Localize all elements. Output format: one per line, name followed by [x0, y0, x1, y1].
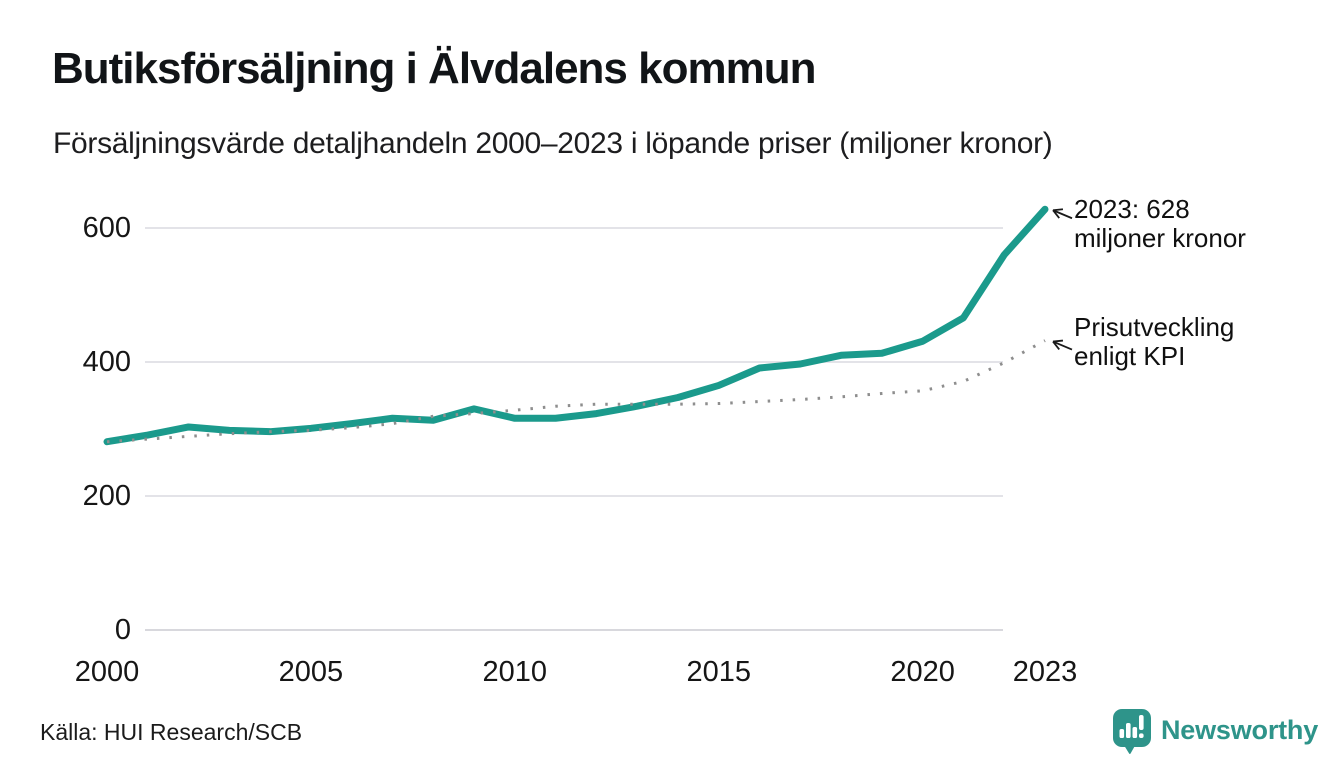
y-tick-label: 600 — [82, 212, 131, 244]
x-tick-label: 2023 — [1012, 656, 1078, 688]
newsworthy-logo: Newsworthy — [1112, 708, 1318, 756]
x-tick-label: 2015 — [686, 656, 751, 688]
annotation-line: miljoner kronor — [1074, 223, 1246, 253]
y-tick-label: 400 — [82, 346, 131, 378]
x-tick-label: 2020 — [890, 656, 955, 688]
newsworthy-pin-icon — [1113, 709, 1151, 754]
annotation-arrow — [1052, 339, 1073, 351]
newsworthy-wordmark: Newsworthy — [1161, 715, 1319, 745]
y-tick-label: 0 — [114, 614, 131, 646]
x-tick-label: 2005 — [278, 656, 344, 688]
annotation-line: 2023: 628 — [1074, 194, 1190, 224]
annotation-latest-value: 2023: 628 miljoner kronor — [1074, 195, 1246, 253]
annotation-arrow — [1052, 208, 1073, 220]
page-title: Butiksförsäljning i Älvdalens kommun — [52, 44, 816, 93]
x-tick-label: 2010 — [482, 656, 548, 688]
y-tick-label: 200 — [82, 480, 131, 512]
source-note: Källa: HUI Research/SCB — [40, 719, 303, 745]
x-tick-label: 2000 — [74, 656, 140, 688]
chart-subtitle: Försäljningsvärde detaljhandeln 2000–202… — [53, 127, 1053, 160]
series-kpi-dotted-line — [106, 339, 1046, 444]
series-sales-line — [103, 205, 1049, 446]
annotation-line: Prisutveckling — [1074, 312, 1235, 342]
annotation-line: enligt KPI — [1074, 341, 1186, 371]
annotation-kpi: Prisutveckling enligt KPI — [1074, 313, 1234, 371]
